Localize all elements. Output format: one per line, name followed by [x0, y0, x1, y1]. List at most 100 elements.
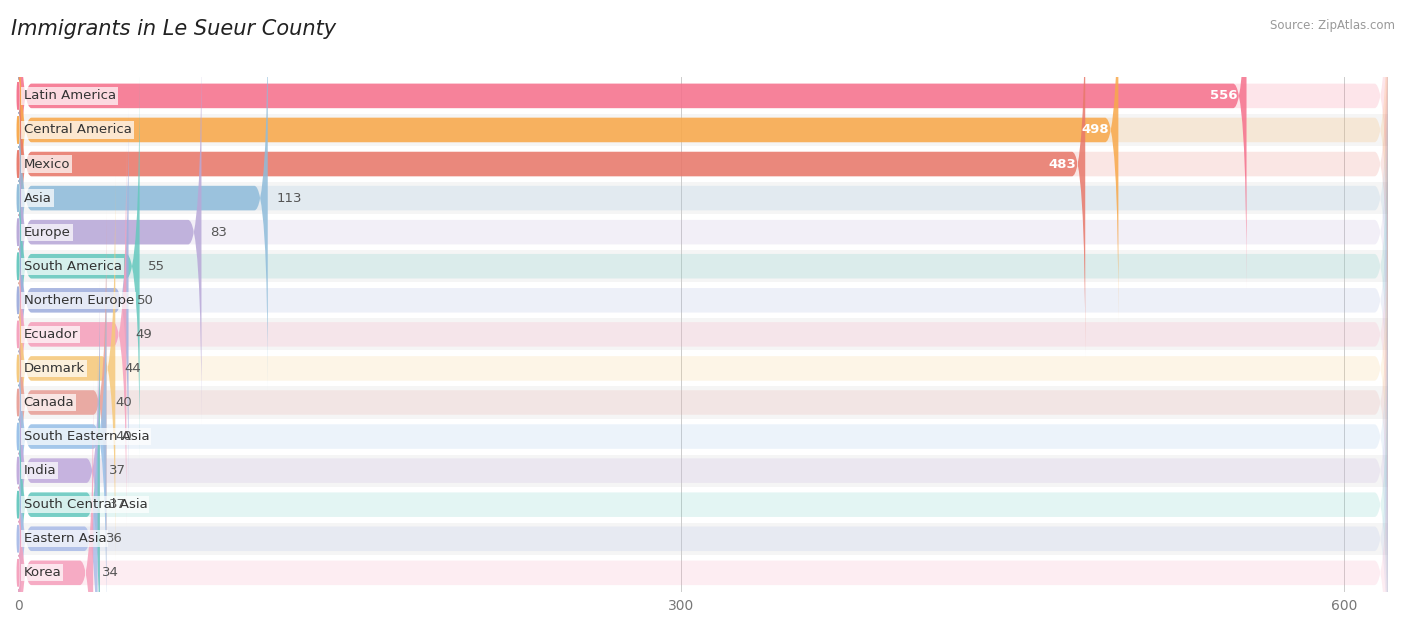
- Text: Asia: Asia: [24, 192, 52, 204]
- Circle shape: [17, 114, 20, 145]
- Text: Mexico: Mexico: [24, 158, 70, 170]
- Circle shape: [17, 387, 20, 418]
- FancyBboxPatch shape: [18, 6, 1388, 390]
- FancyBboxPatch shape: [18, 181, 1388, 215]
- Text: Denmark: Denmark: [24, 362, 84, 375]
- FancyBboxPatch shape: [18, 210, 107, 595]
- FancyBboxPatch shape: [18, 284, 1388, 318]
- Circle shape: [17, 150, 18, 177]
- FancyBboxPatch shape: [18, 40, 201, 424]
- FancyBboxPatch shape: [18, 40, 1388, 424]
- FancyBboxPatch shape: [18, 108, 128, 493]
- Circle shape: [17, 183, 20, 213]
- Circle shape: [17, 559, 18, 586]
- Text: 113: 113: [277, 192, 302, 204]
- FancyBboxPatch shape: [18, 312, 100, 643]
- FancyBboxPatch shape: [18, 0, 1118, 322]
- FancyBboxPatch shape: [18, 176, 115, 561]
- Circle shape: [17, 355, 18, 382]
- FancyBboxPatch shape: [18, 215, 1388, 249]
- FancyBboxPatch shape: [18, 487, 1388, 521]
- FancyBboxPatch shape: [18, 278, 100, 643]
- FancyBboxPatch shape: [18, 113, 1388, 147]
- Circle shape: [17, 116, 18, 143]
- FancyBboxPatch shape: [18, 0, 1388, 288]
- Circle shape: [17, 353, 20, 384]
- Circle shape: [17, 489, 20, 520]
- Text: Eastern Asia: Eastern Asia: [24, 532, 107, 545]
- FancyBboxPatch shape: [18, 244, 1388, 629]
- Circle shape: [17, 251, 20, 282]
- FancyBboxPatch shape: [18, 521, 1388, 556]
- FancyBboxPatch shape: [18, 147, 1388, 181]
- Circle shape: [17, 421, 20, 452]
- Text: 37: 37: [108, 464, 125, 477]
- Text: Source: ZipAtlas.com: Source: ZipAtlas.com: [1270, 19, 1395, 32]
- FancyBboxPatch shape: [18, 419, 1388, 453]
- FancyBboxPatch shape: [18, 142, 1388, 527]
- Text: India: India: [24, 464, 56, 477]
- Circle shape: [17, 185, 18, 212]
- Circle shape: [17, 455, 20, 486]
- Text: 83: 83: [211, 226, 228, 239]
- FancyBboxPatch shape: [18, 0, 1247, 288]
- Text: Latin America: Latin America: [24, 89, 115, 102]
- FancyBboxPatch shape: [18, 318, 1388, 351]
- Text: South America: South America: [24, 260, 121, 273]
- Text: 55: 55: [149, 260, 166, 273]
- FancyBboxPatch shape: [18, 0, 1085, 356]
- FancyBboxPatch shape: [18, 351, 1388, 385]
- FancyBboxPatch shape: [18, 244, 107, 629]
- Circle shape: [17, 457, 18, 484]
- FancyBboxPatch shape: [18, 74, 139, 458]
- Circle shape: [17, 321, 18, 348]
- FancyBboxPatch shape: [18, 278, 1388, 643]
- Text: Canada: Canada: [24, 396, 75, 409]
- Text: Northern Europe: Northern Europe: [24, 294, 134, 307]
- Circle shape: [17, 217, 20, 248]
- Text: Central America: Central America: [24, 123, 132, 136]
- FancyBboxPatch shape: [18, 0, 1388, 356]
- Circle shape: [17, 80, 20, 112]
- FancyBboxPatch shape: [18, 6, 267, 390]
- Text: South Eastern Asia: South Eastern Asia: [24, 430, 149, 443]
- Circle shape: [17, 253, 18, 280]
- Text: Immigrants in Le Sueur County: Immigrants in Le Sueur County: [11, 19, 336, 39]
- Text: 50: 50: [138, 294, 155, 307]
- FancyBboxPatch shape: [18, 453, 1388, 487]
- Text: Ecuador: Ecuador: [24, 328, 77, 341]
- Text: 556: 556: [1211, 89, 1237, 102]
- Text: 37: 37: [108, 498, 125, 511]
- Circle shape: [17, 525, 18, 552]
- FancyBboxPatch shape: [18, 381, 93, 643]
- FancyBboxPatch shape: [18, 312, 1388, 643]
- Text: 40: 40: [115, 430, 132, 443]
- Circle shape: [17, 219, 18, 246]
- FancyBboxPatch shape: [18, 210, 1388, 595]
- Circle shape: [17, 491, 18, 518]
- FancyBboxPatch shape: [18, 381, 1388, 643]
- Text: 44: 44: [124, 362, 141, 375]
- FancyBboxPatch shape: [18, 176, 1388, 561]
- Text: Europe: Europe: [24, 226, 70, 239]
- FancyBboxPatch shape: [18, 79, 1388, 113]
- Text: Korea: Korea: [24, 566, 62, 579]
- FancyBboxPatch shape: [18, 347, 97, 643]
- Text: 49: 49: [135, 328, 152, 341]
- Circle shape: [17, 287, 18, 314]
- Text: 36: 36: [107, 532, 124, 545]
- Circle shape: [17, 285, 20, 316]
- Circle shape: [17, 319, 20, 350]
- FancyBboxPatch shape: [18, 108, 1388, 493]
- FancyBboxPatch shape: [18, 0, 1388, 322]
- Circle shape: [17, 82, 18, 109]
- FancyBboxPatch shape: [18, 74, 1388, 458]
- Text: 34: 34: [103, 566, 120, 579]
- Text: South Central Asia: South Central Asia: [24, 498, 148, 511]
- Text: 498: 498: [1081, 123, 1109, 136]
- Circle shape: [17, 423, 18, 450]
- FancyBboxPatch shape: [18, 385, 1388, 419]
- Text: 483: 483: [1049, 158, 1077, 170]
- Circle shape: [17, 523, 20, 554]
- Text: 40: 40: [115, 396, 132, 409]
